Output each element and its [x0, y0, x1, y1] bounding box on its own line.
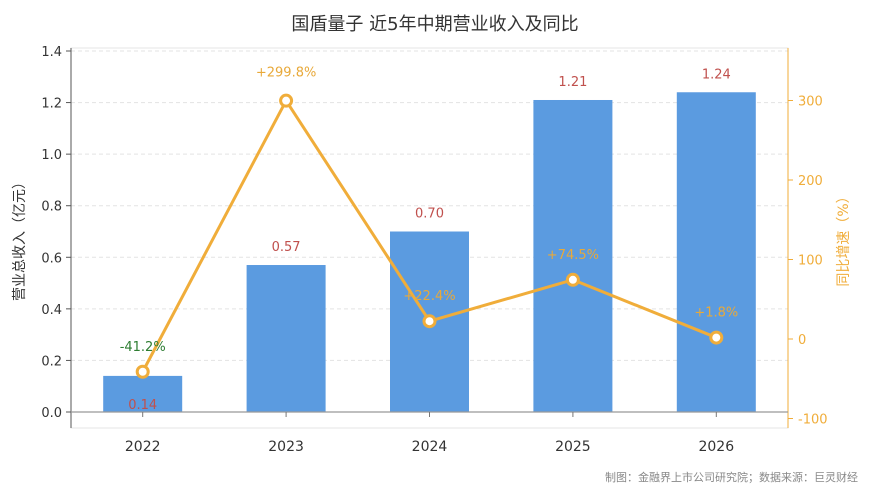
growth-point-2024: [422, 314, 437, 329]
bar-value-label: 1.21: [558, 75, 587, 90]
bar-2023: [246, 265, 326, 412]
left-y-tick-label: 1.0: [41, 148, 62, 163]
bar-series: [103, 92, 756, 412]
source-note: 制图：金融界上市公司研究院；数据来源：巨灵财经: [605, 470, 858, 484]
x-tick-label: 2023: [268, 439, 304, 455]
right-y-tick-label: 300: [798, 95, 823, 110]
bar-2025: [533, 99, 613, 412]
left-y-tick-label: 1.2: [41, 97, 62, 112]
chart-title: 国盾量子 近5年中期营业收入及同比: [291, 14, 578, 35]
growth-value-label: +299.8%: [256, 66, 316, 81]
left-y-tick-label: 0.4: [41, 303, 62, 318]
growth-point-2023: [279, 93, 294, 108]
x-tick-label: 2024: [412, 439, 448, 455]
x-tick-label: 2026: [698, 439, 734, 455]
growth-value-label: +1.8%: [694, 306, 738, 321]
left-y-tick-label: 1.4: [41, 45, 62, 60]
bar-2026: [676, 92, 756, 412]
grid-lines: [71, 50, 788, 361]
growth-value-label: -41.2%: [120, 340, 166, 355]
line-series: [135, 93, 724, 379]
right-y-tick-label: -100: [798, 413, 828, 428]
bar-value-label: 0.57: [272, 240, 301, 255]
right-y-tick-label: 200: [798, 174, 823, 189]
growth-point-2022: [135, 364, 150, 379]
x-axis: 2022 2023 2024 2025 2026: [71, 411, 788, 455]
right-y-tick-label: 100: [798, 254, 823, 269]
bar-value-label: 0.70: [415, 207, 444, 222]
bar-value-label: 1.24: [702, 67, 731, 82]
bar-2022: [103, 375, 183, 412]
left-y-tick-label: 0.0: [41, 406, 62, 421]
growth-point-2026: [709, 330, 724, 345]
bar-value-label: 0.14: [128, 398, 157, 413]
x-tick-label: 2025: [555, 439, 591, 455]
x-tick-label: 2022: [125, 439, 161, 455]
left-y-tick-label: 0.2: [41, 354, 62, 369]
growth-point-2025: [565, 272, 580, 287]
right-y-axis: -100 0 100 200 300: [787, 48, 828, 428]
left-y-axis-title: 营业总收入（亿元）: [12, 175, 28, 301]
growth-value-label: +22.4%: [403, 289, 455, 304]
left-y-axis: 0.0 0.2 0.4 0.6 0.8 1.0 1.2 1.4: [41, 45, 72, 428]
right-y-axis-title: 同比增速（%）: [836, 189, 852, 286]
left-y-tick-label: 0.8: [41, 200, 62, 215]
right-y-tick-label: 0: [798, 333, 806, 348]
left-y-tick-label: 0.6: [41, 251, 62, 266]
growth-value-label: +74.5%: [547, 248, 599, 263]
data-labels: 0.14 0.57 0.70 1.21 1.24 -41.2% +299.8% +22.4% +…: [120, 66, 739, 413]
